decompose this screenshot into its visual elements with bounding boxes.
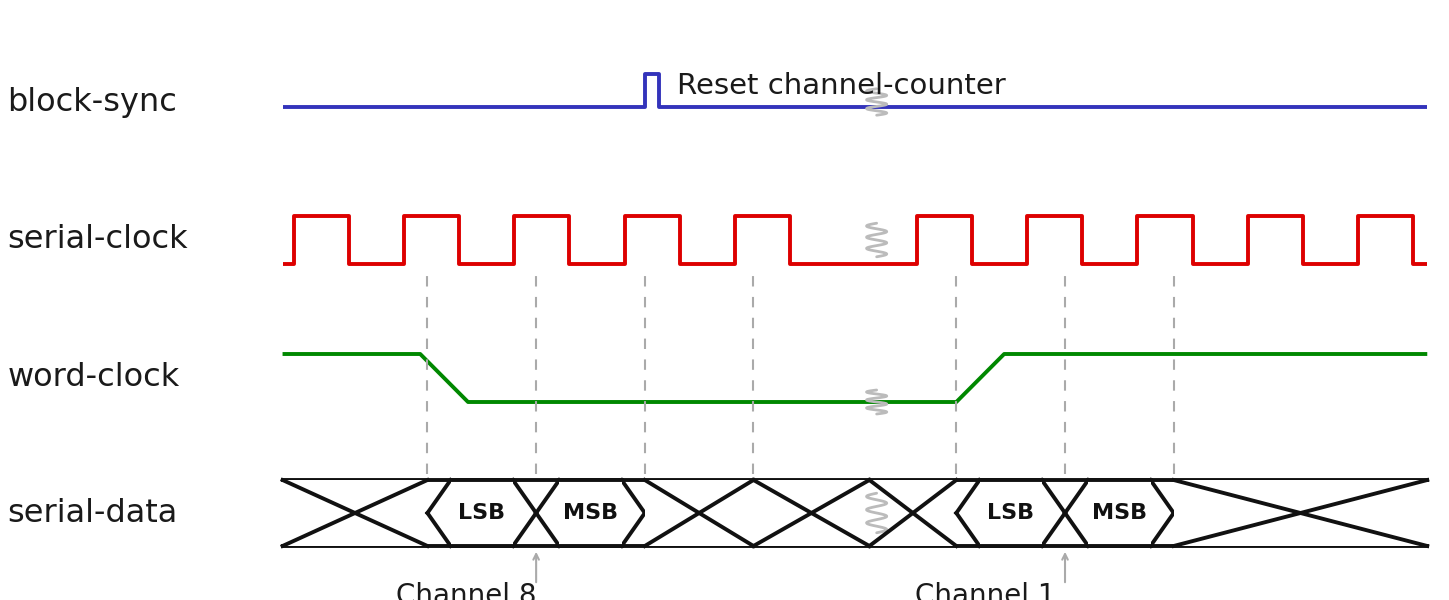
Bar: [869, 480, 956, 546]
Bar: [980, 480, 1042, 546]
Text: word-clock: word-clock: [7, 362, 180, 394]
Bar: [1088, 480, 1151, 546]
Bar: [753, 480, 869, 546]
Text: Channel 8: Channel 8: [397, 582, 536, 600]
Text: block-sync: block-sync: [7, 86, 177, 118]
Bar: [451, 480, 513, 546]
Text: serial-data: serial-data: [7, 497, 177, 529]
Bar: [1174, 480, 1427, 546]
Text: serial-clock: serial-clock: [7, 224, 188, 256]
Bar: [645, 480, 753, 546]
Text: MSB: MSB: [562, 503, 619, 523]
Bar: [559, 480, 622, 546]
Text: LSB: LSB: [987, 503, 1035, 523]
Bar: [283, 480, 427, 546]
Text: Reset channel-counter: Reset channel-counter: [677, 71, 1006, 100]
Text: MSB: MSB: [1091, 503, 1148, 523]
Text: LSB: LSB: [458, 503, 506, 523]
Text: Channel 1: Channel 1: [916, 582, 1055, 600]
